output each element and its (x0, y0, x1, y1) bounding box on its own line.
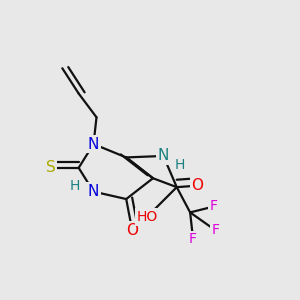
Text: N: N (158, 148, 169, 164)
Text: F: F (189, 232, 197, 246)
Text: S: S (46, 160, 55, 175)
Text: H: H (175, 158, 185, 172)
Text: O: O (192, 178, 204, 193)
Text: N: N (88, 184, 99, 199)
Text: N: N (88, 136, 99, 152)
Text: H: H (70, 179, 80, 193)
Text: O: O (126, 223, 138, 238)
Text: HO: HO (136, 210, 158, 224)
Text: F: F (210, 200, 218, 214)
Text: F: F (212, 223, 219, 237)
